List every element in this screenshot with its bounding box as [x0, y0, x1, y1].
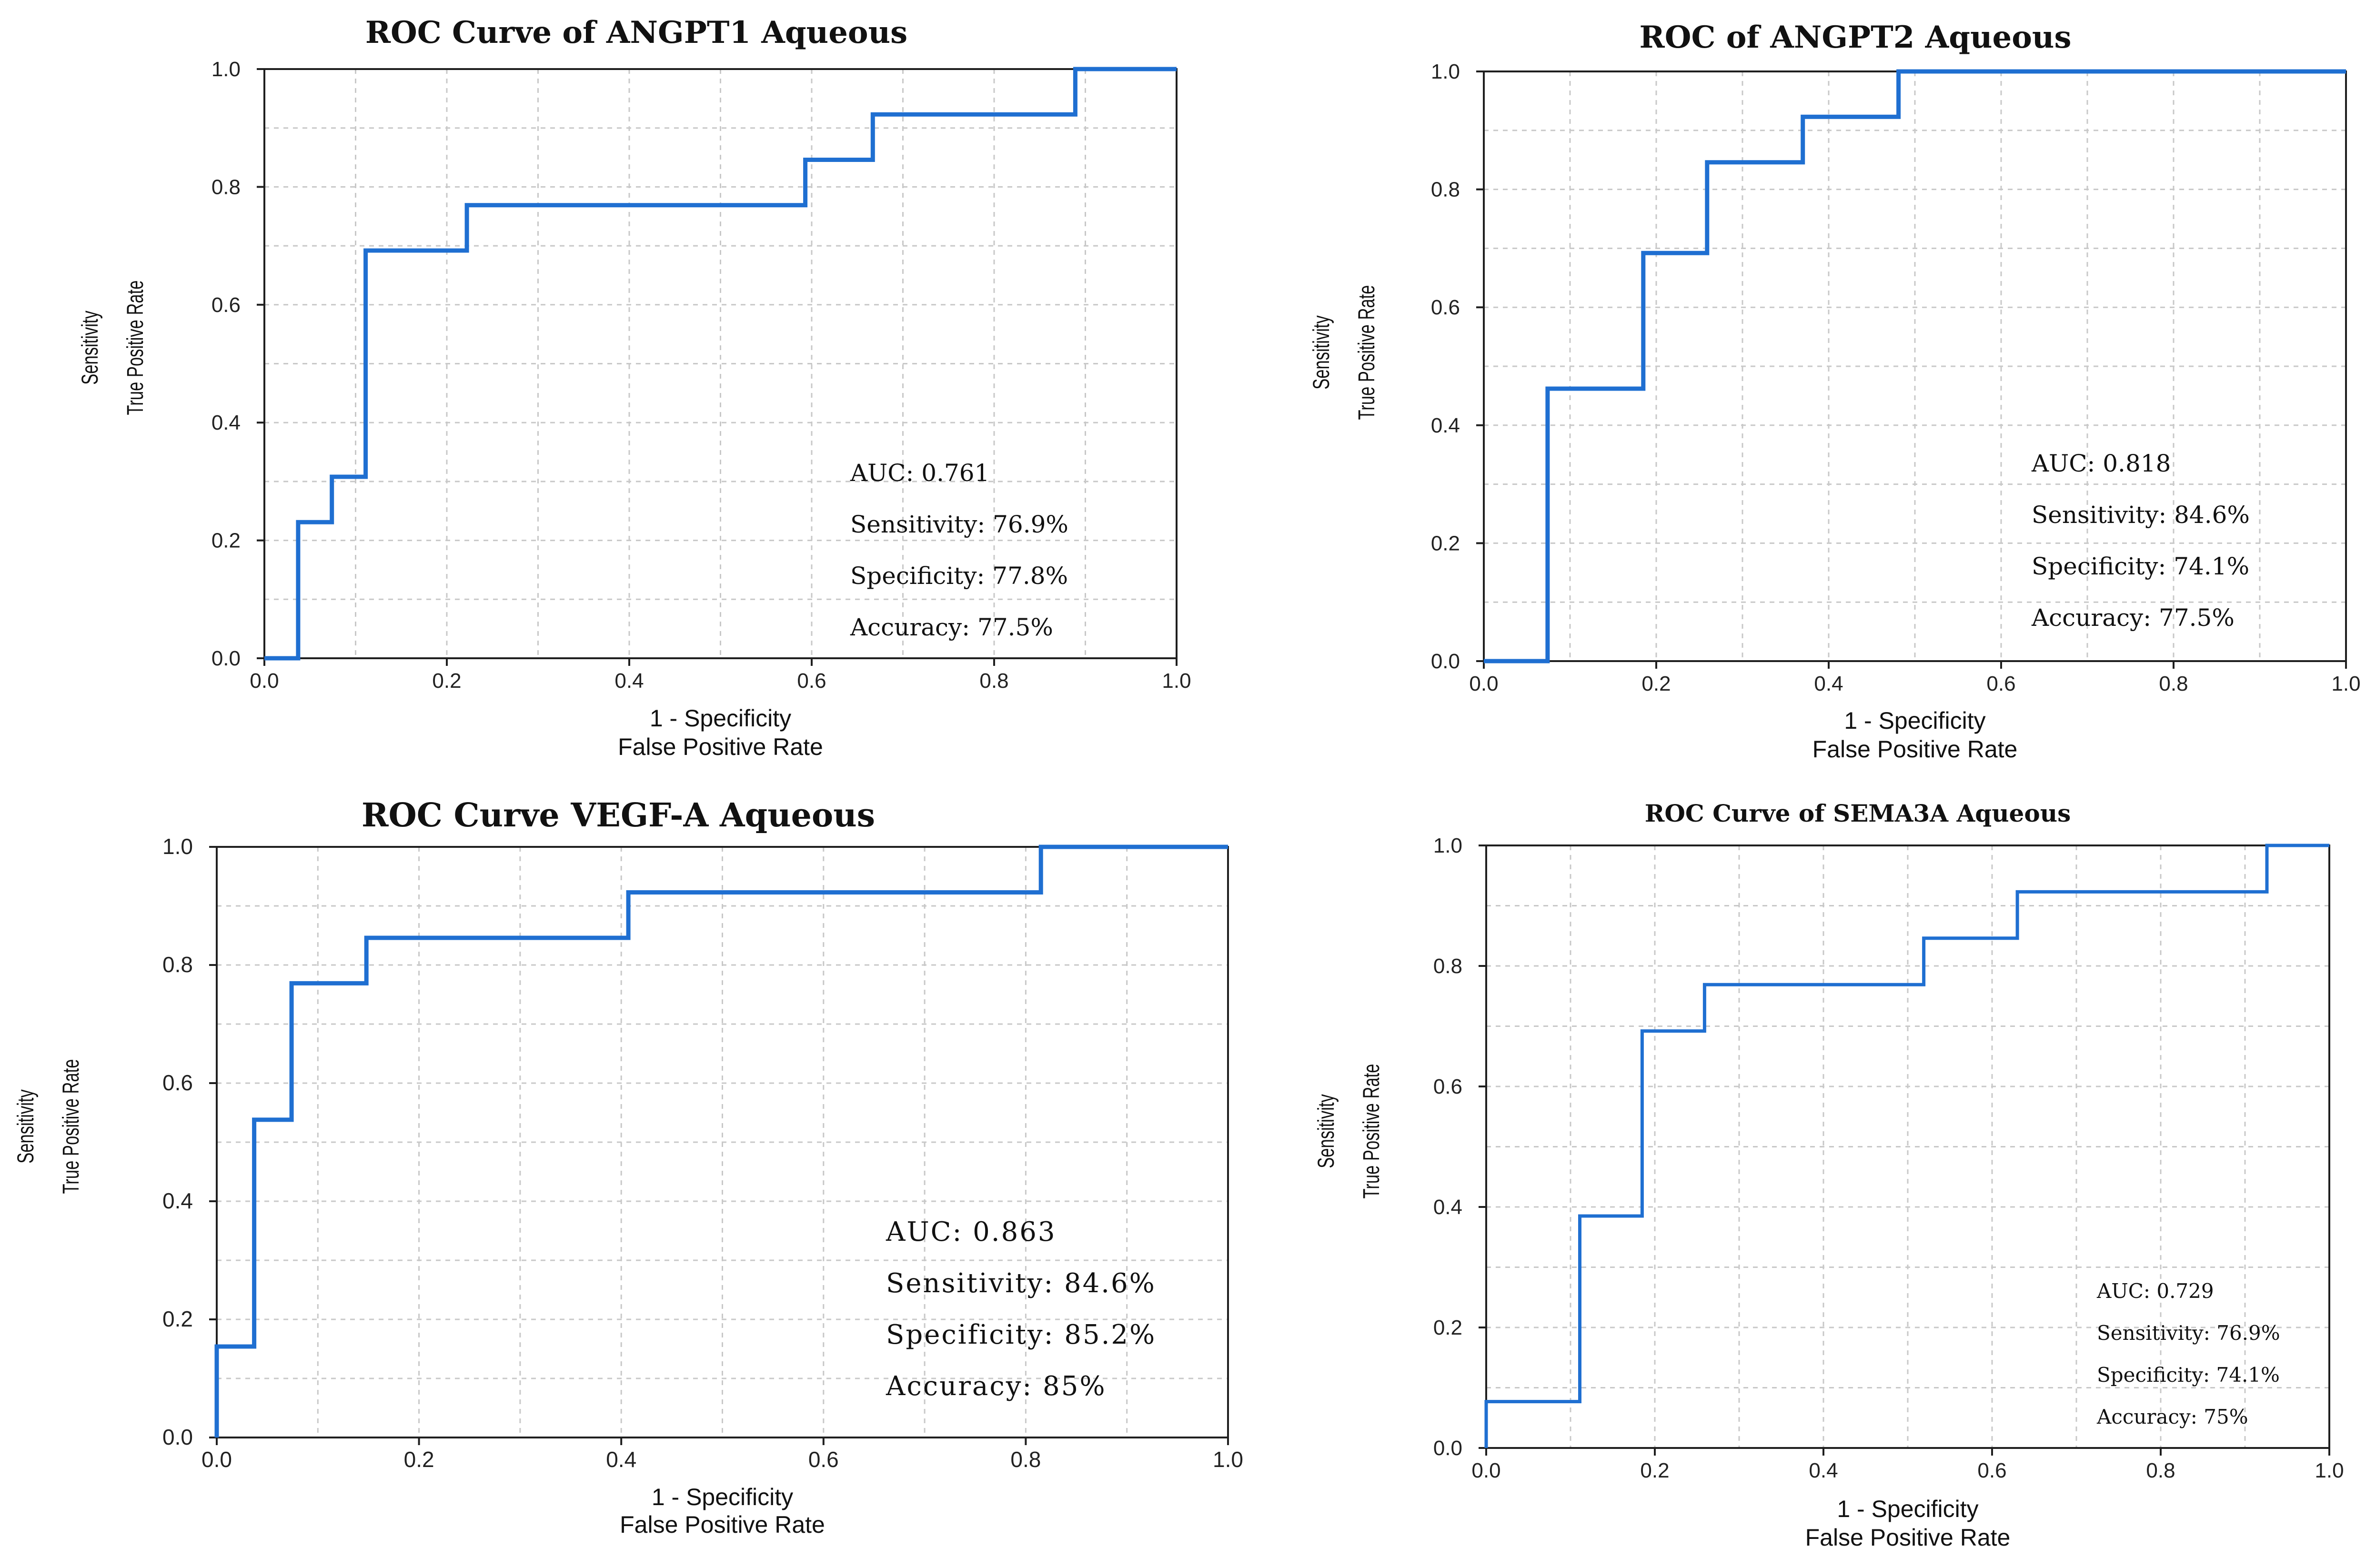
plot-frame	[1485, 844, 2330, 1449]
x-axis-sublabel: False Positive Rate	[618, 734, 823, 760]
plot-frame	[263, 68, 1178, 659]
y-tick-label: 0.4	[211, 411, 241, 434]
panel-angpt2: ROC of ANGPT2 Aqueous 0.0 0.2 0.4 0.6 0.8 1.0 0…	[1308, 20, 2360, 763]
y-tick-label: 0.0	[1431, 650, 1460, 673]
y-tick-label: 1.0	[211, 58, 241, 81]
y-tick-label: 0.4	[1431, 414, 1460, 437]
x-tick-label: 0.0	[250, 669, 279, 693]
specificity-label: Specificity: 85.2%	[886, 1319, 1156, 1350]
roc-curve-line	[1484, 844, 2329, 1448]
sensitivity-label: Sensitivity: 84.6%	[886, 1268, 1156, 1299]
y-axis-sublabel: True Positive Rate	[122, 281, 148, 415]
y-axis-label: Sensitivity	[12, 1089, 38, 1164]
x-axis-sublabel: False Positive Rate	[620, 1511, 825, 1538]
y-tick-label: 1.0	[162, 834, 193, 859]
plot-frame	[216, 846, 1229, 1438]
y-axis-label: Sensitivity	[1308, 315, 1334, 390]
y-tick-label: 0.6	[162, 1070, 193, 1095]
x-tick-label: 1.0	[1213, 1447, 1243, 1472]
accuracy-label: Accuracy: 75%	[2096, 1405, 2248, 1428]
panel-vegf-a: ROC Curve VEGF-A Aqueous 0.0 0.2 0.4 0.6 0.8 1…	[12, 796, 1243, 1538]
sensitivity-label: Sensitivity: 76.9%	[2097, 1321, 2280, 1345]
chart-title: ROC Curve VEGF-A Aqueous	[362, 796, 875, 834]
y-tick-label: 1.0	[1433, 834, 1462, 857]
x-tick-label: 0.2	[404, 1447, 434, 1472]
y-axis-sublabel: True Positive Rate	[1358, 1064, 1384, 1199]
y-tick-label: 0.6	[211, 293, 241, 317]
panel-angpt1: ROC Curve of ANGPT1 Aqueous 0.0 0.2 0.4 0.6 0…	[77, 15, 1191, 760]
x-tick-label: 0.6	[1986, 672, 2015, 695]
y-tick-label: 0.2	[211, 529, 241, 553]
y-tick-label: 1.0	[1431, 60, 1460, 83]
y-tick-label: 0.8	[162, 952, 193, 977]
sensitivity-label: Sensitivity: 84.6%	[2032, 501, 2250, 529]
x-tick-label: 0.4	[614, 669, 644, 693]
accuracy-label: Accuracy: 77.5%	[2031, 604, 2235, 632]
y-tick-label: 0.0	[1433, 1437, 1462, 1460]
x-tick-label: 0.8	[1010, 1447, 1041, 1472]
y-tick-label: 0.8	[1431, 178, 1460, 201]
chart-title: ROC Curve of SEMA3A Aqueous	[1645, 799, 2071, 827]
x-tick-label: 0.8	[979, 669, 1008, 693]
x-tick-label: 0.6	[1977, 1459, 2006, 1482]
x-tick-label: 1.0	[1162, 669, 1191, 693]
y-tick-label: 0.4	[162, 1188, 193, 1213]
specificity-label: Specificity: 74.1%	[2032, 553, 2249, 580]
x-axis-label: 1 - Specificity	[1844, 707, 1985, 734]
x-tick-label: 0.4	[606, 1447, 636, 1472]
y-tick-label: 0.0	[162, 1425, 193, 1449]
roc-curve-line	[264, 67, 1177, 661]
x-axis-label: 1 - Specificity	[1837, 1496, 1978, 1522]
x-axis-label: 1 - Specificity	[652, 1484, 793, 1510]
x-axis-label: 1 - Specificity	[650, 705, 791, 732]
roc-curve-line	[1484, 69, 2346, 663]
roc-curve-line	[214, 844, 1228, 1437]
y-tick-label: 0.8	[211, 175, 241, 199]
sensitivity-label: Sensitivity: 76.9%	[850, 511, 1068, 538]
y-tick-label: 0.2	[1431, 532, 1460, 555]
x-tick-label: 0.8	[2159, 672, 2188, 695]
auc-label: AUC: 0.818	[2031, 450, 2171, 477]
y-tick-label: 0.6	[1431, 296, 1460, 319]
x-tick-label: 0.0	[201, 1447, 232, 1472]
x-tick-label: 1.0	[2331, 672, 2360, 695]
x-tick-label: 0.8	[2146, 1459, 2175, 1482]
accuracy-label: Accuracy: 85%	[886, 1371, 1107, 1402]
x-tick-label: 0.2	[432, 669, 461, 693]
specificity-label: Specificity: 77.8%	[850, 562, 1068, 590]
accuracy-label: Accuracy: 77.5%	[850, 613, 1053, 641]
x-tick-label: 0.4	[1809, 1459, 1838, 1482]
y-tick-label: 0.2	[1433, 1316, 1462, 1339]
x-tick-label: 1.0	[2315, 1459, 2344, 1482]
y-axis-sublabel: True Positive Rate	[1353, 285, 1379, 420]
x-tick-label: 0.2	[1640, 1459, 1669, 1482]
x-tick-label: 0.4	[1814, 672, 1843, 695]
x-tick-label: 0.0	[1469, 672, 1498, 695]
auc-label: AUC: 0.729	[2096, 1279, 2214, 1303]
auc-label: AUC: 0.863	[886, 1216, 1056, 1247]
panel-sema3a: ROC Curve of SEMA3A Aqueous 0.0 0.2 0.4 0.6 0…	[1313, 799, 2344, 1551]
x-tick-label: 0.0	[1471, 1459, 1500, 1482]
y-axis-label: Sensitivity	[77, 311, 102, 385]
x-axis-sublabel: False Positive Rate	[1812, 736, 2018, 763]
x-tick-label: 0.2	[1641, 672, 1671, 695]
chart-title: ROC Curve of ANGPT1 Aqueous	[365, 15, 907, 50]
y-tick-label: 0.4	[1433, 1196, 1462, 1219]
y-tick-label: 0.0	[211, 647, 241, 670]
auc-label: AUC: 0.761	[850, 459, 989, 487]
y-tick-label: 0.2	[162, 1307, 193, 1331]
chart-title: ROC of ANGPT2 Aqueous	[1640, 20, 2072, 55]
specificity-label: Specificity: 74.1%	[2097, 1363, 2280, 1387]
y-axis-label: Sensitivity	[1313, 1094, 1339, 1168]
y-tick-label: 0.6	[1433, 1075, 1462, 1098]
y-tick-label: 0.8	[1433, 955, 1462, 978]
x-tick-label: 0.6	[797, 669, 826, 693]
x-tick-label: 0.6	[808, 1447, 839, 1472]
x-axis-sublabel: False Positive Rate	[1805, 1524, 2011, 1551]
y-axis-sublabel: True Positive Rate	[58, 1059, 83, 1194]
